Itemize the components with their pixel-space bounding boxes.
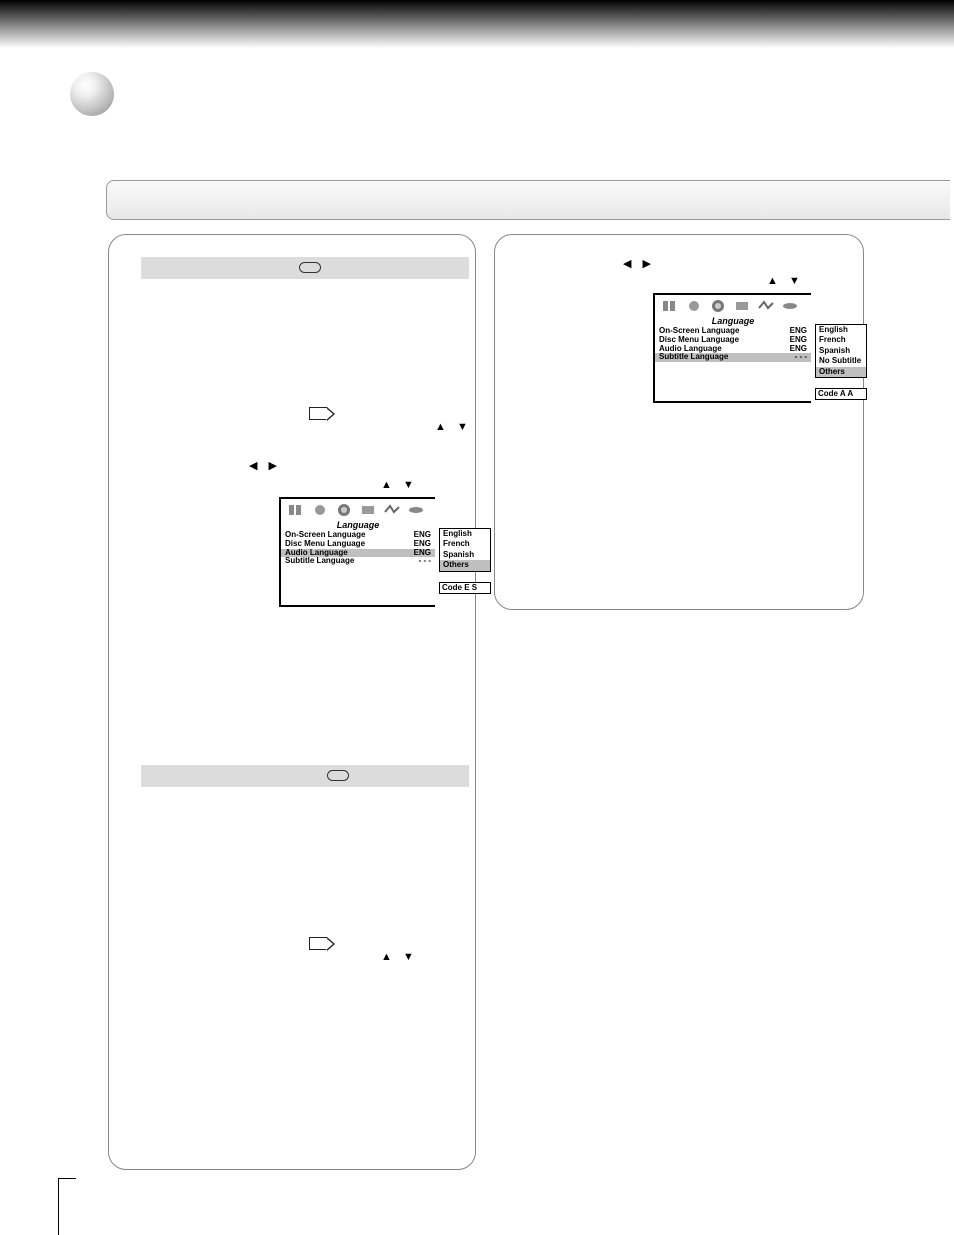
section-header-bar (106, 180, 950, 220)
up-down-arrows-icon: ▲ ▼ (381, 479, 418, 491)
left-right-arrows-icon: ◀ ▶ (623, 257, 655, 270)
osd-tab-icon (287, 503, 305, 517)
osd-row-label: Subtitle Language (285, 557, 407, 566)
header-gradient (0, 0, 954, 48)
sphere-bullet-icon (70, 72, 114, 116)
page-margin-line (58, 1178, 76, 1179)
pill-icon (299, 262, 321, 273)
osd-tab-icon (781, 299, 799, 313)
osd-row-value: - - - (783, 353, 807, 362)
osd-menu-row: Subtitle Language- - - (655, 353, 811, 362)
osd-option-item: Spanish (440, 550, 490, 560)
osd-options-list: EnglishFrenchSpanishOthers (439, 528, 491, 572)
osd-icon-row (281, 499, 435, 519)
osd-option-item: French (440, 539, 490, 549)
osd-option-item: English (440, 529, 490, 539)
osd-option-item: No Subtitle (816, 356, 866, 366)
page-margin-line (58, 1178, 59, 1235)
osd-menu-subtitle: Language On-Screen LanguageENGDisc Menu … (653, 293, 811, 403)
osd-tab-icon (407, 503, 425, 517)
right-column-panel: ◀ ▶ ▲ ▼ Language On-Screen LanguageENGDi… (494, 234, 864, 610)
osd-tab-icon (709, 299, 727, 313)
osd-tab-icon (661, 299, 679, 313)
enter-tag-icon (309, 407, 327, 420)
osd-tab-icon (311, 503, 329, 517)
osd-menu-audio: Language On-Screen LanguageENGDisc Menu … (279, 497, 435, 607)
osd-tab-icon (757, 299, 775, 313)
osd-option-item: English (816, 325, 866, 335)
osd-row-value: - - - (407, 557, 431, 566)
osd-tab-icon (335, 503, 353, 517)
left-right-arrows-icon: ◀ ▶ (249, 459, 281, 472)
osd-tab-icon (383, 503, 401, 517)
pill-icon (327, 770, 349, 781)
osd-code-box: Code E S (439, 582, 491, 594)
osd-icon-row (655, 295, 811, 315)
osd-tab-icon (685, 299, 703, 313)
osd-option-item: Others (816, 367, 866, 377)
osd-menu-row: Subtitle Language- - - (281, 557, 435, 566)
osd-option-item: Others (440, 560, 490, 570)
osd-tab-icon (359, 503, 377, 517)
osd-option-item: Spanish (816, 346, 866, 356)
osd-row-label: Subtitle Language (659, 353, 783, 362)
osd-options-list: EnglishFrenchSpanishNo SubtitleOthers (815, 324, 867, 378)
enter-tag-icon (309, 937, 327, 950)
up-down-arrows-icon: ▲ ▼ (767, 275, 804, 287)
step-bar-2 (141, 765, 469, 787)
osd-option-item: French (816, 335, 866, 345)
osd-code-box: Code A A (815, 388, 867, 400)
up-down-arrows-icon: ▲ ▼ (435, 421, 472, 433)
osd-tab-icon (733, 299, 751, 313)
up-down-arrows-icon: ▲ ▼ (381, 951, 418, 963)
left-column-panel: ▲ ▼ ◀ ▶ ▲ ▼ Language On-Screen LanguageE… (108, 234, 476, 1170)
